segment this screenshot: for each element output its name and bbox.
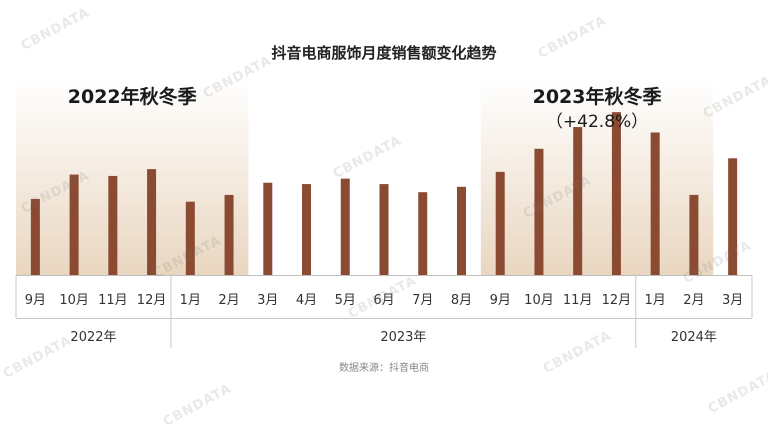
highlight-label: 2022年秋冬季	[68, 85, 197, 108]
highlight-panel	[16, 80, 249, 275]
month-tick-label: 7月	[412, 293, 433, 308]
bar	[728, 158, 738, 275]
bar	[30, 199, 40, 275]
month-tick-label: 3月	[257, 293, 278, 308]
highlight-sublabel: （+42.8%）	[546, 112, 648, 132]
year-label: 2023年	[380, 330, 426, 345]
bar	[302, 184, 312, 275]
month-tick-label: 5月	[335, 293, 356, 308]
month-tick-label: 4月	[296, 293, 317, 308]
month-tick-label: 9月	[490, 293, 511, 308]
bar	[379, 184, 389, 275]
year-label: 2024年	[671, 330, 717, 345]
bar	[185, 201, 195, 275]
year-label: 2022年	[70, 330, 116, 345]
bar	[689, 194, 699, 275]
bar	[611, 112, 621, 276]
month-tick-label: 1月	[180, 293, 201, 308]
month-tick-label: 12月	[137, 293, 167, 308]
bar	[69, 174, 79, 275]
month-tick-label: 2月	[683, 293, 704, 308]
month-tick-label: 8月	[451, 293, 472, 308]
highlight-panel	[480, 80, 714, 275]
data-source: 数据来源：抖音电商	[339, 361, 429, 374]
bar	[534, 148, 544, 275]
bar	[495, 171, 505, 275]
bar	[147, 169, 157, 275]
month-tick-label: 3月	[722, 293, 743, 308]
month-tick-label: 10月	[59, 293, 89, 308]
bar	[456, 186, 466, 275]
bar	[108, 175, 118, 275]
bar	[340, 178, 350, 275]
month-tick-label: 2月	[218, 293, 239, 308]
month-tick-label: 11月	[563, 293, 593, 308]
month-tick-label: 9月	[25, 293, 46, 308]
bar	[263, 182, 273, 275]
month-tick-label: 10月	[524, 293, 554, 308]
bar	[224, 194, 234, 275]
bar	[418, 192, 428, 275]
month-tick-label: 1月	[645, 293, 666, 308]
month-tick-label: 11月	[98, 293, 128, 308]
bar	[573, 127, 583, 275]
month-tick-label: 12月	[602, 293, 632, 308]
highlight-label: 2023年秋冬季	[533, 85, 662, 108]
bar	[650, 132, 660, 275]
chart-title: 抖音电商服饰月度销售额变化趋势	[271, 44, 496, 62]
month-tick-label: 6月	[373, 293, 394, 308]
